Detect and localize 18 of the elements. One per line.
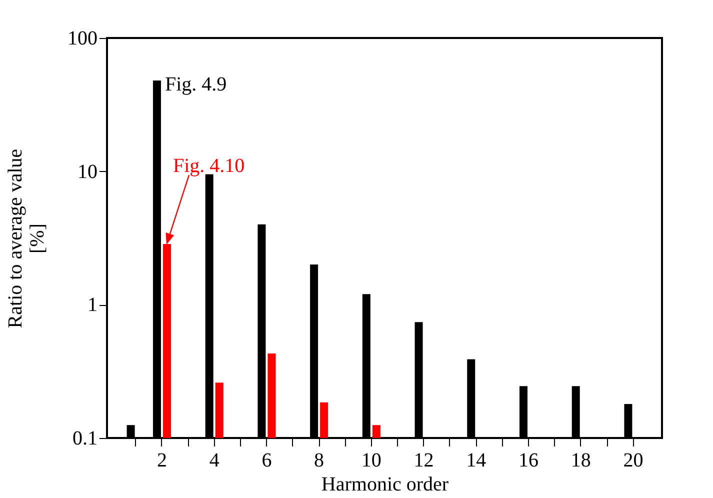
x-tick-label: 12 [414,450,434,472]
annotation: Fig. 4.9 [164,74,227,96]
x-tick-label: 6 [262,450,272,472]
annotation: Fig. 4.10 [172,155,245,178]
x-tick-label: 18 [570,450,591,472]
y-tick-label: 10 [78,160,98,183]
x-tick-label: 2 [156,450,167,472]
x-tick-label: 20 [623,450,644,472]
x-tick-label: 8 [314,450,324,472]
x-tick-label: 10 [361,450,382,472]
y-tick-label: 100 [68,28,98,50]
x-tick-label: 4 [209,450,220,472]
y-axis-title: Ratio to average value [%] [4,148,48,328]
x-axis-title: Harmonic order [321,474,449,496]
x-tick-label: 16 [518,450,538,472]
y-tick-label: 1 [88,294,98,316]
x-tick-label: 14 [466,450,486,472]
y-tick-label: 0.1 [72,428,98,450]
